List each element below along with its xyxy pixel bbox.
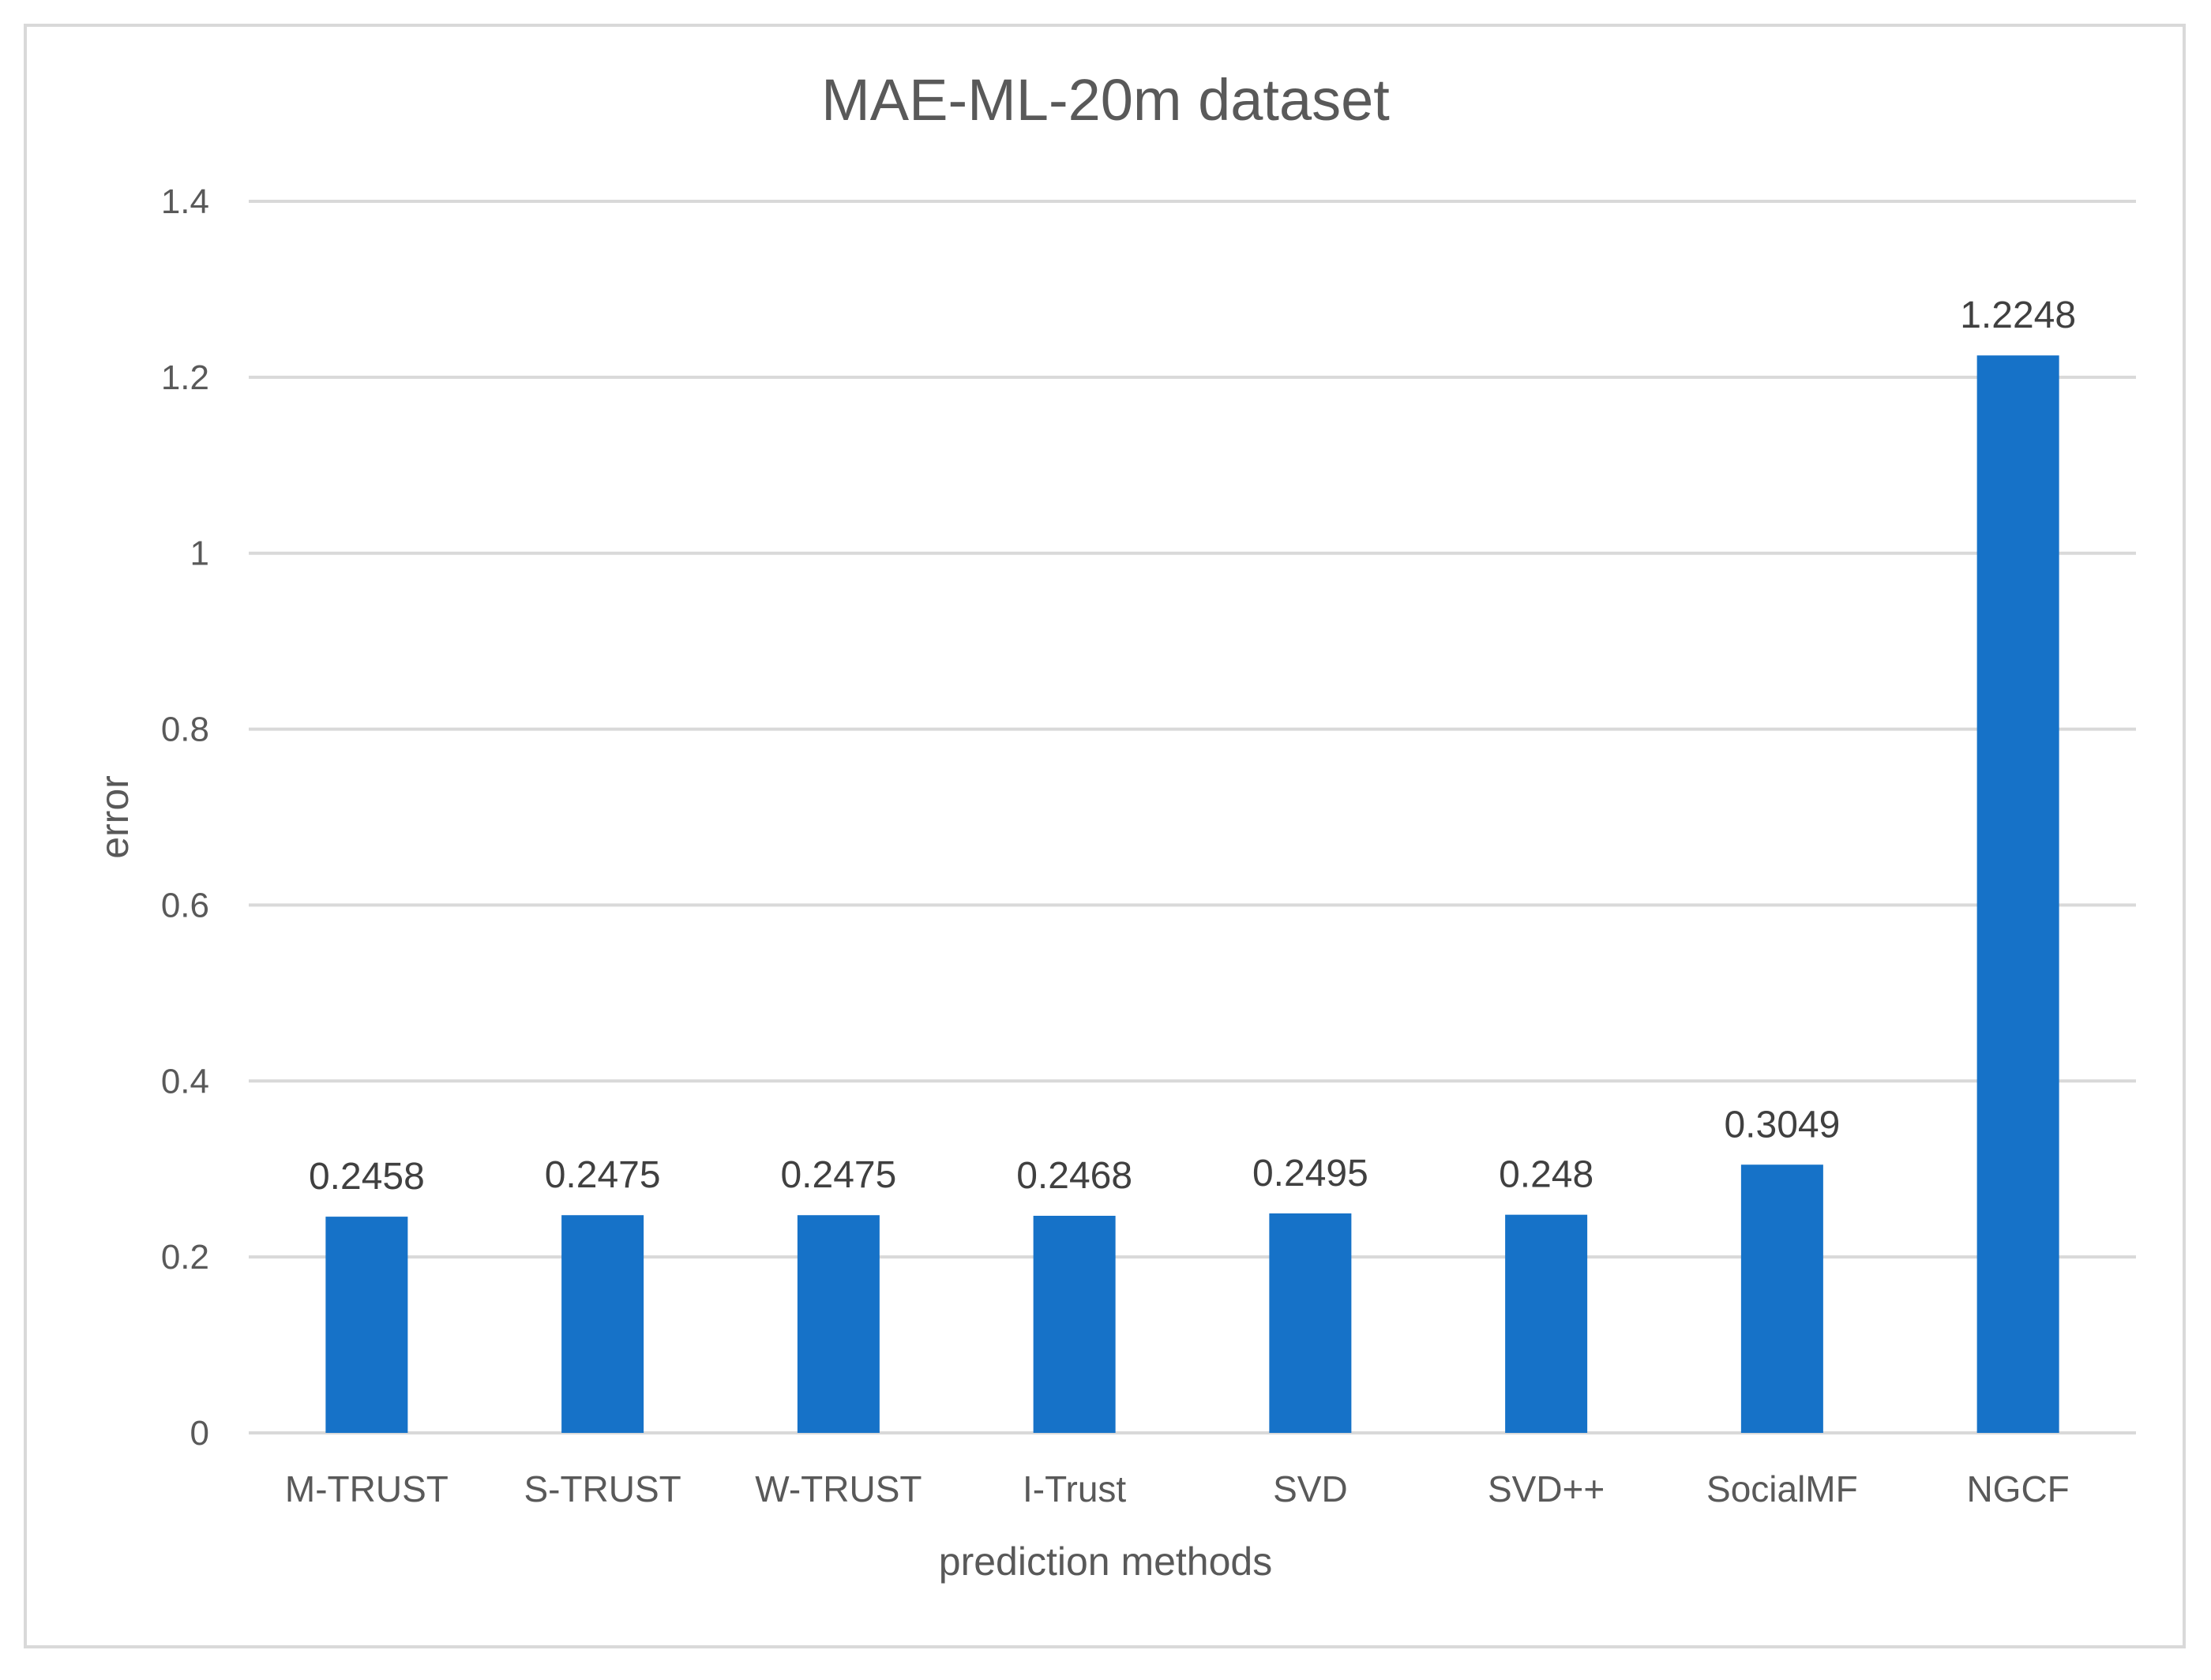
x-tick-label: SocialMF — [1706, 1468, 1858, 1509]
data-label: 0.2458 — [309, 1156, 425, 1198]
data-label: 0.2468 — [1016, 1155, 1132, 1197]
x-tick-label: I-Trust — [1023, 1468, 1126, 1509]
y-axis-label: error — [92, 775, 137, 859]
bar — [1505, 1214, 1588, 1433]
data-label: 0.2495 — [1252, 1153, 1368, 1194]
y-axis-ticks: 0 0.2 0.4 0.6 0.8 1 1.2 1.4 — [161, 182, 209, 1453]
y-tick-label: 1.4 — [161, 182, 209, 221]
x-tick-label: M-TRUST — [285, 1468, 449, 1509]
x-tick-label: S-TRUST — [524, 1468, 681, 1509]
data-label: 0.2475 — [780, 1154, 896, 1196]
bar — [797, 1215, 880, 1433]
bars — [325, 355, 2059, 1433]
data-label: 1.2248 — [1960, 294, 2076, 336]
bar — [561, 1215, 644, 1433]
bar — [1269, 1213, 1352, 1433]
x-tick-label: SVD — [1273, 1468, 1348, 1509]
x-tick-label: NGCF — [1966, 1468, 2069, 1509]
y-tick-label: 0 — [190, 1414, 209, 1453]
data-label: 0.248 — [1499, 1154, 1593, 1196]
bar — [325, 1217, 408, 1433]
y-tick-label: 1 — [190, 534, 209, 573]
x-tick-label: SVD++ — [1488, 1468, 1605, 1509]
x-tick-label: W-TRUST — [755, 1468, 922, 1509]
y-tick-label: 0.4 — [161, 1062, 209, 1101]
y-tick-label: 0.6 — [161, 886, 209, 924]
data-label: 0.3049 — [1724, 1104, 1840, 1146]
bar — [1033, 1215, 1116, 1433]
y-tick-label: 1.2 — [161, 358, 209, 397]
data-labels: 0.2458 0.2475 0.2475 0.2468 0.2495 0.248 0.304… — [309, 294, 2076, 1198]
y-tick-label: 0.2 — [161, 1238, 209, 1277]
x-axis-ticks: M-TRUST S-TRUST W-TRUST I-Trust SVD SVD++ Soci… — [285, 1468, 2070, 1509]
gridlines — [249, 200, 2136, 1434]
y-tick-label: 0.8 — [161, 711, 209, 749]
bar — [1976, 355, 2059, 1433]
chart-title: MAE-ML-20m dataset — [821, 67, 1390, 133]
data-label: 0.2475 — [545, 1154, 661, 1196]
bar — [1740, 1164, 1823, 1433]
x-axis-label: prediction methods — [939, 1539, 1272, 1584]
